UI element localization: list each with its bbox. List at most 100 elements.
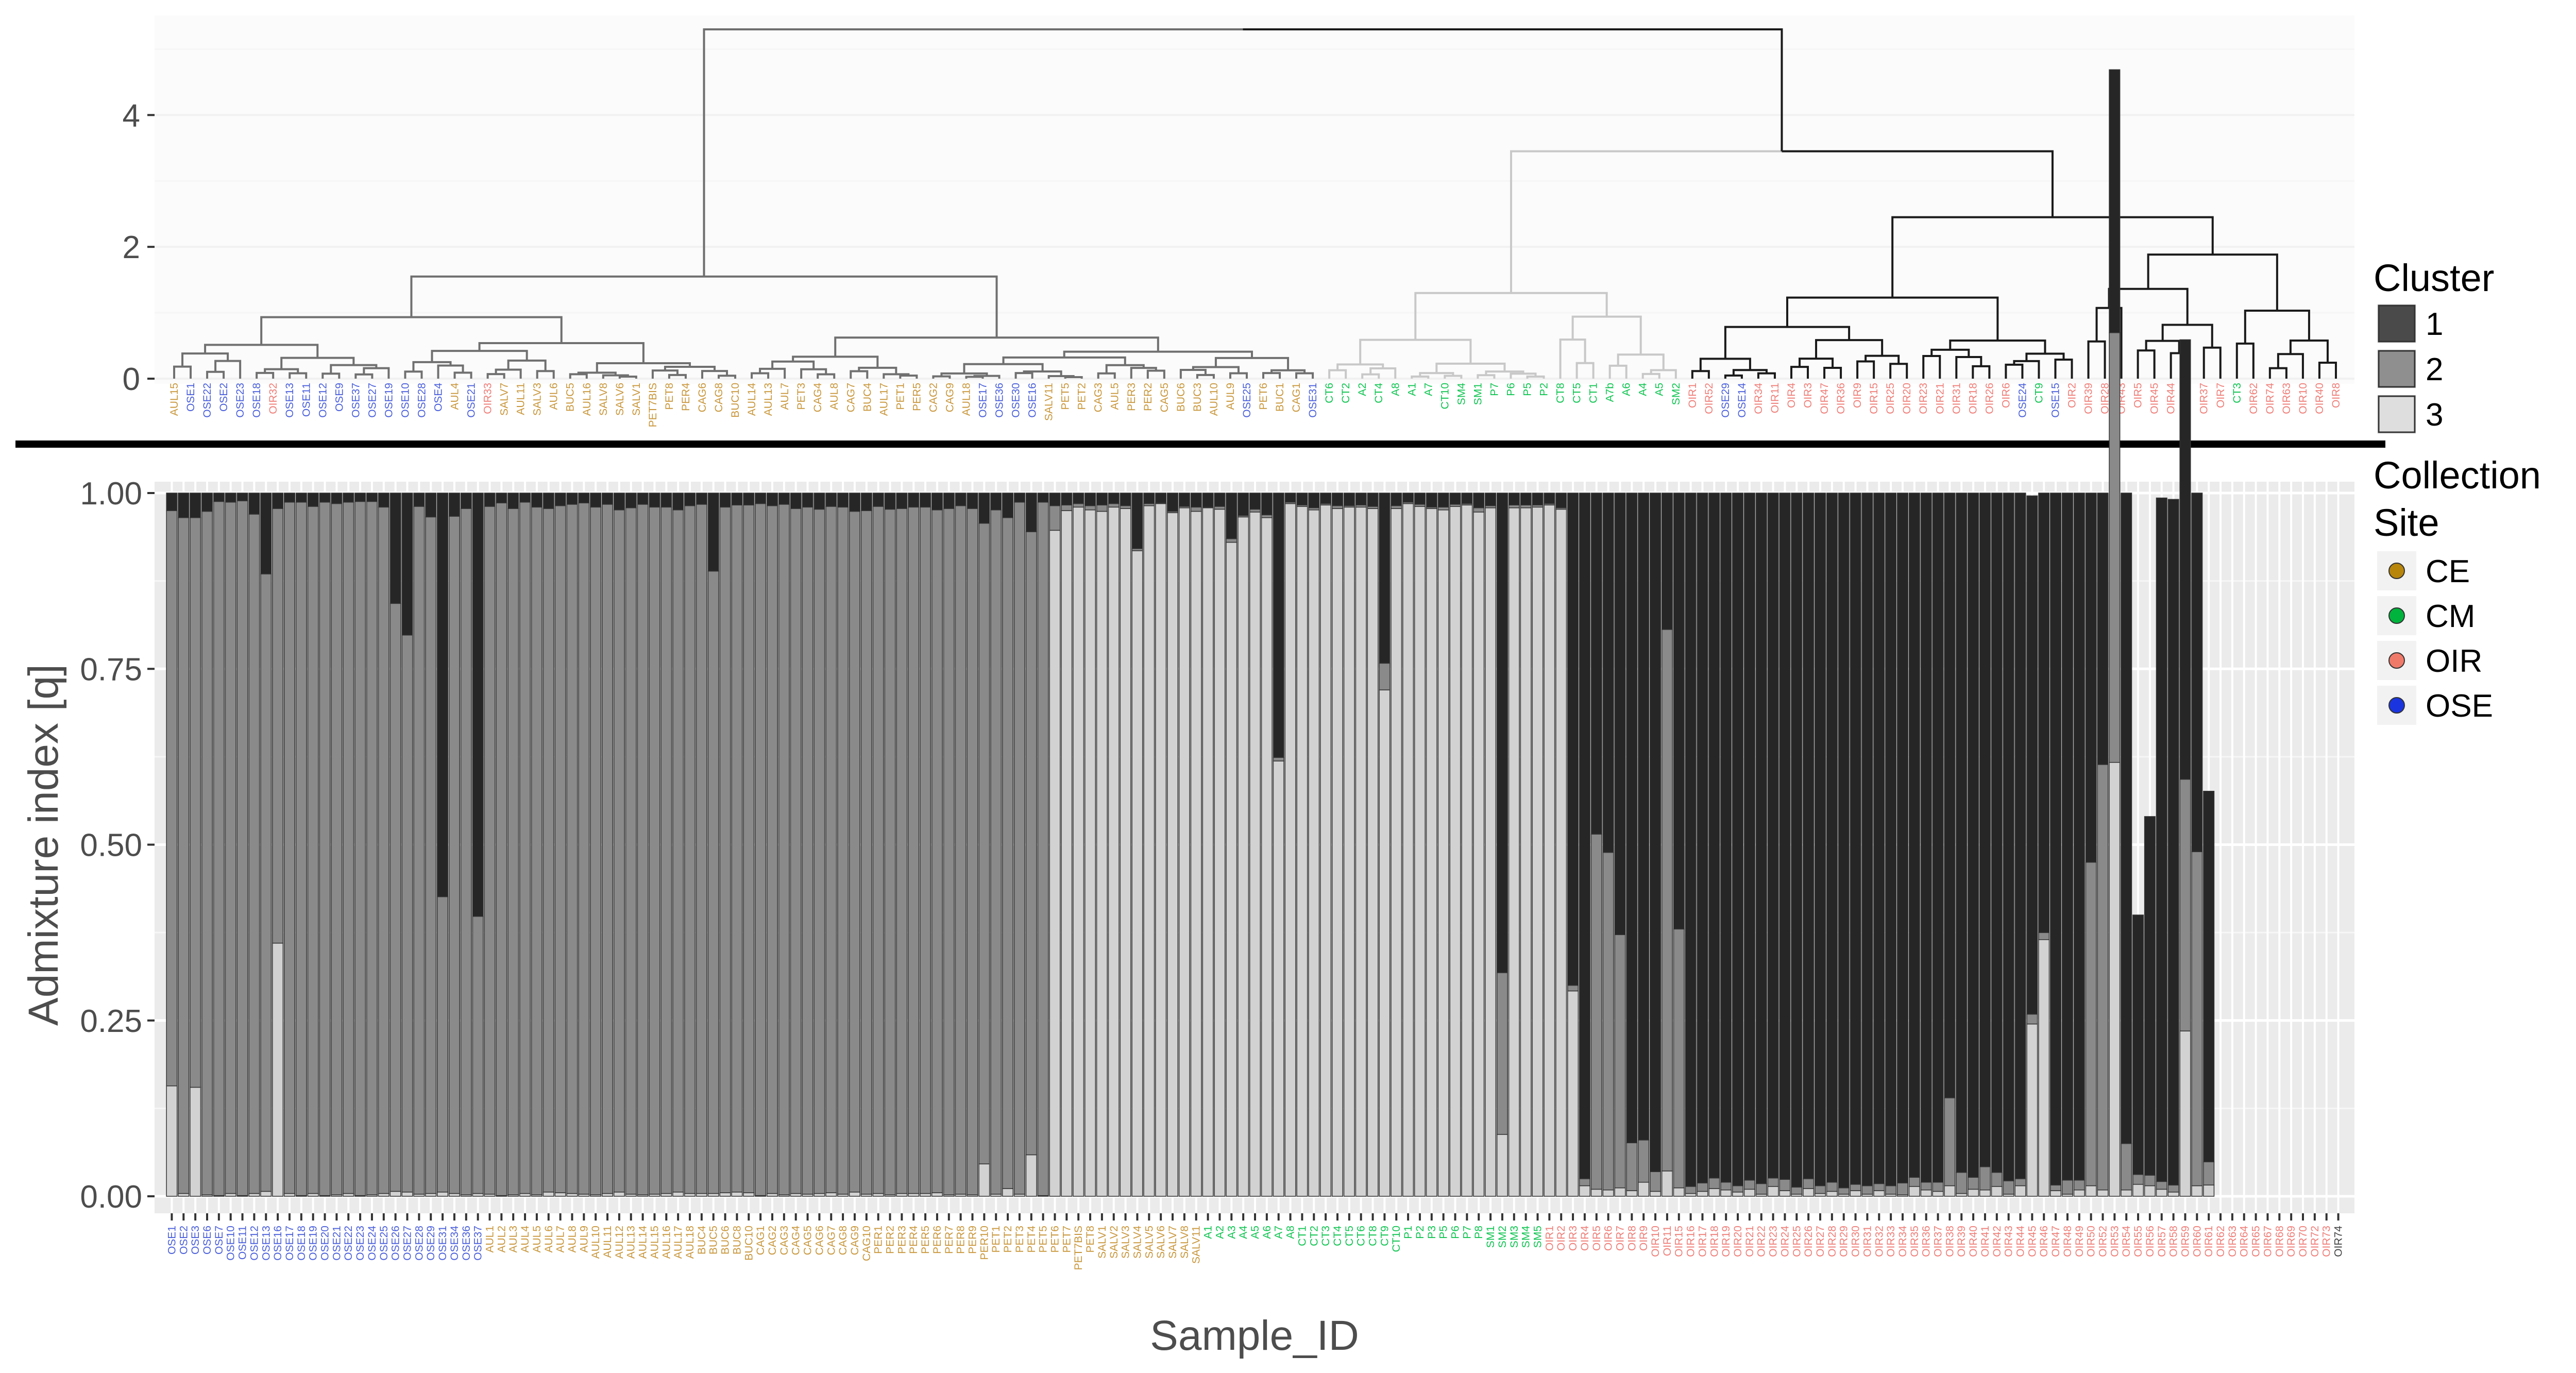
bar-segment-cluster-3 xyxy=(1202,507,1214,1197)
bar-segment-cluster-2 xyxy=(590,506,602,1196)
dendro-branch xyxy=(2005,363,2024,379)
bar-segment-cluster-3 xyxy=(448,1193,460,1197)
bar-segment-cluster-2 xyxy=(637,504,649,1196)
bar-segment-cluster-2 xyxy=(2038,932,2050,940)
x-tick-label: A6 xyxy=(1261,1226,1273,1239)
bar-segment-cluster-1 xyxy=(2061,493,2073,1181)
x-tick-label: OIR17 xyxy=(1697,1226,1708,1257)
x-tick-label: OSE13 xyxy=(260,1226,272,1261)
bar-segment-cluster-3 xyxy=(519,1193,531,1197)
dendro-leaf-label: SM1 xyxy=(1472,383,1484,405)
bar-segment-cluster-3 xyxy=(425,1193,437,1197)
dendro-leaf-label: OIR15 xyxy=(1868,383,1880,414)
x-tick-label: PER3 xyxy=(896,1226,908,1254)
bar-segment-cluster-1 xyxy=(1190,493,1202,508)
x-tick-label: PET5 xyxy=(1038,1226,1049,1253)
x-tick-label: PET3 xyxy=(1014,1226,1026,1253)
dendro-leaf-label: AUL15 xyxy=(168,383,180,416)
admixture-bars xyxy=(166,69,2215,1197)
bar-segment-cluster-1 xyxy=(1049,493,1061,506)
bar-segment-cluster-2 xyxy=(1685,1186,1697,1194)
dendro-leaf-label: OIR1 xyxy=(1687,383,1699,408)
bar-segment-cluster-3 xyxy=(613,1192,625,1197)
bar-segment-cluster-1 xyxy=(1791,493,1803,1188)
x-tick-label: BUC10 xyxy=(743,1226,755,1261)
cluster-legend-swatch xyxy=(2378,304,2416,343)
dendro-leaf-label: AUL7 xyxy=(779,383,791,410)
x-tick-label: SALV3 xyxy=(1120,1226,1132,1259)
x-tick-label: OIR32 xyxy=(1873,1226,1885,1257)
bar-segment-cluster-3 xyxy=(248,1193,260,1197)
bar-segment-cluster-3 xyxy=(401,1192,413,1197)
site-legend-label: CE xyxy=(2426,554,2470,589)
x-tick-label: P7 xyxy=(1461,1226,1473,1239)
dendro-leaf-label: PER4 xyxy=(680,383,692,411)
y-axis-title: Admixture index [q] xyxy=(20,664,67,1026)
bar-segment-cluster-3 xyxy=(1732,1192,1744,1197)
x-tick-label: OIR53 xyxy=(2109,1226,2121,1257)
bar-segment-cluster-1 xyxy=(448,493,460,517)
bar-segment-cluster-1 xyxy=(1120,493,1131,506)
x-tick-label: CT5 xyxy=(1344,1226,1355,1246)
bar-segment-cluster-3 xyxy=(1508,507,1520,1197)
dendro-leaf-label: OSE37 xyxy=(350,383,362,418)
x-tick-label: AUL4 xyxy=(519,1226,531,1253)
bar-segment-cluster-2 xyxy=(2144,1175,2156,1186)
dendro-leaf-label: OIR45 xyxy=(2149,383,2161,414)
bar-segment-cluster-2 xyxy=(1743,1179,1755,1190)
bar-segment-cluster-2 xyxy=(1720,1181,1732,1191)
bar-segment-cluster-2 xyxy=(1579,1178,1590,1186)
x-tick-label: OSE36 xyxy=(461,1226,472,1261)
bar-segment-cluster-1 xyxy=(178,493,190,518)
dendro-leaf-label: OSE28 xyxy=(416,383,428,418)
bar-segment-cluster-1 xyxy=(1320,493,1332,504)
bar-segment-cluster-3 xyxy=(437,1192,449,1197)
bar-segment-cluster-3 xyxy=(543,1192,554,1197)
x-tick-label: OIR15 xyxy=(1673,1226,1685,1257)
bar-segment-cluster-1 xyxy=(967,493,978,509)
dendro-branch xyxy=(536,370,555,379)
bar-segment-cluster-2 xyxy=(1732,1185,1744,1193)
dendro-leaf-label: BUC1 xyxy=(1274,383,1286,412)
dendro-leaf-label: A2 xyxy=(1357,383,1368,396)
bar-segment-cluster-1 xyxy=(978,493,990,524)
dendro-leaf-label: PET1 xyxy=(894,383,906,410)
bar-segment-cluster-2 xyxy=(2167,1184,2179,1193)
x-tick-label: OIR59 xyxy=(2179,1226,2191,1257)
y-tick-label: 0.50 xyxy=(80,828,142,863)
x-tick-label: BUC5 xyxy=(708,1226,720,1255)
dendro-leaf-label: OIR6 xyxy=(2000,383,2012,408)
dendro-branch xyxy=(1295,372,1314,379)
bar-segment-cluster-1 xyxy=(460,493,472,509)
dendro-branch xyxy=(181,352,229,367)
bar-segment-cluster-3 xyxy=(1767,1186,1779,1197)
dendro-leaf-label: AUL13 xyxy=(762,383,774,416)
bar-segment-cluster-1 xyxy=(1367,493,1379,507)
dendro-leaf-label: OSE17 xyxy=(977,383,989,418)
dendro-branch xyxy=(932,375,951,379)
bar-segment-cluster-2 xyxy=(248,514,260,1194)
bar-segment-cluster-2 xyxy=(2156,1181,2167,1190)
bar-segment-cluster-2 xyxy=(872,506,884,1194)
bar-segment-cluster-3 xyxy=(190,1087,201,1197)
bar-segment-cluster-1 xyxy=(1025,493,1037,532)
bar-segment-cluster-2 xyxy=(2014,1178,2026,1186)
dendro-branch xyxy=(973,375,1001,379)
dendro-leaf-label: CAG5 xyxy=(1159,383,1171,412)
dendro-branch xyxy=(1510,372,1537,379)
bar-segment-cluster-3 xyxy=(1520,507,1532,1197)
bar-segment-cluster-1 xyxy=(1579,493,1590,1179)
bar-segment-cluster-3 xyxy=(1826,1191,1838,1197)
x-tick-label: OIR73 xyxy=(2321,1226,2333,1257)
dendro-leaf-label: OSE2 xyxy=(218,383,230,412)
bar-segment-cluster-3 xyxy=(1190,511,1202,1197)
bar-segment-cluster-3 xyxy=(1708,1188,1720,1197)
x-tick-label: OIR34 xyxy=(1897,1226,1909,1257)
bar-segment-cluster-1 xyxy=(1838,493,1850,1189)
x-tick-label: BUC4 xyxy=(696,1226,708,1255)
site-legend-title-line2: Site xyxy=(2374,501,2439,544)
bar-segment-cluster-1 xyxy=(1979,493,1991,1167)
dendro-leaf-label: OSE14 xyxy=(1736,383,1748,418)
bar-segment-cluster-2 xyxy=(1273,757,1284,761)
dendro-leaf-label: OIR74 xyxy=(2264,383,2276,414)
